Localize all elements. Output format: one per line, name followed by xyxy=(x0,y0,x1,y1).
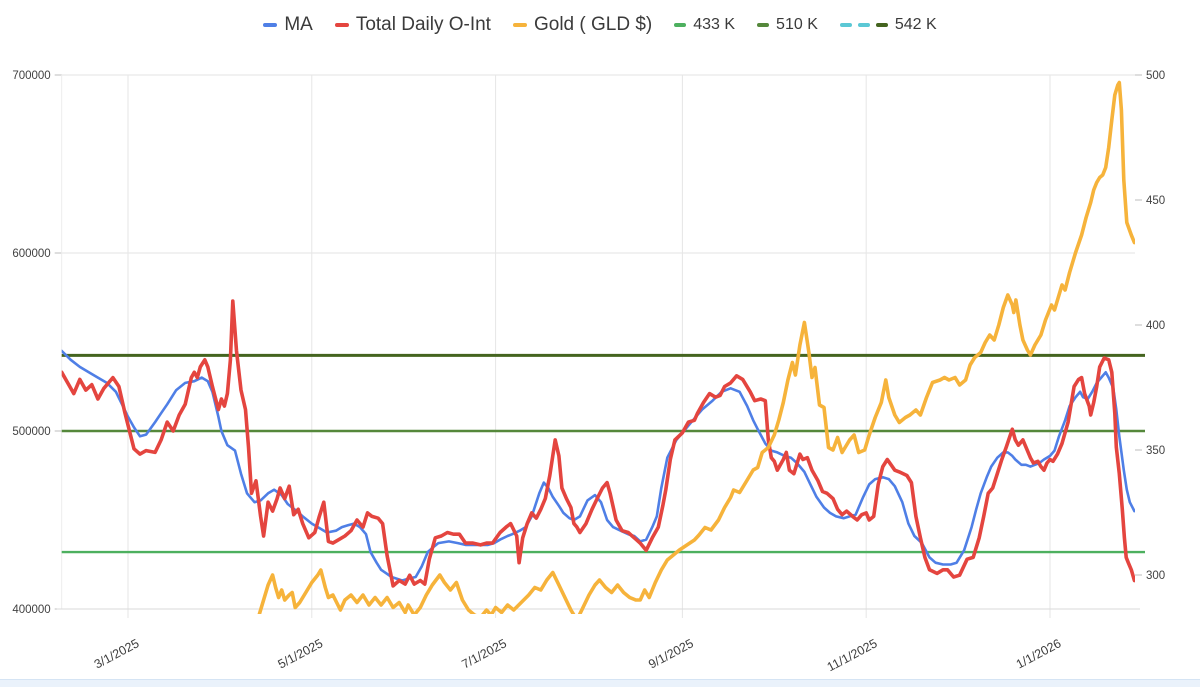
y-right-tick-label: 450 xyxy=(1146,195,1165,207)
y-right-tick-label: 350 xyxy=(1146,445,1165,457)
legend-item-total-daily-o-int[interactable]: Total Daily O-Int xyxy=(334,14,491,36)
legend-item-ma[interactable]: MA xyxy=(263,14,313,36)
legend-label: 542 K xyxy=(894,16,937,33)
legend-label: 510 K xyxy=(776,16,818,33)
legend-dash-icon xyxy=(857,23,870,27)
legend-dash-icon xyxy=(839,23,852,27)
y-right-tick-label: 300 xyxy=(1146,570,1165,582)
chart-legend: MA Total Daily O-Int Gold ( GLD $) 433 K 510… xyxy=(0,14,1200,36)
y-left-tick-label: 400000 xyxy=(12,604,50,616)
legend-dash-icon xyxy=(674,23,687,27)
y-left-tick-label: 700000 xyxy=(12,70,50,82)
legend-dash-icon xyxy=(757,23,770,27)
legend-item-gold-gld[interactable]: Gold ( GLD $) xyxy=(512,14,653,36)
series-line-ma[interactable] xyxy=(61,349,1136,582)
legend-item-433-k[interactable]: 433 K xyxy=(674,16,735,34)
y-left-tick-label: 600000 xyxy=(12,248,50,260)
legend-label: 433 K xyxy=(693,16,736,33)
series-line-total-daily-o-int[interactable] xyxy=(61,299,1136,588)
y-right-tick-label: 400 xyxy=(1146,320,1165,332)
series-line-gold-gld[interactable] xyxy=(257,80,1136,621)
legend-dash-icon xyxy=(263,23,278,27)
legend-label: Gold ( GLD $) xyxy=(533,14,653,35)
x-tick-label: 11/1/2025 xyxy=(825,636,880,674)
legend-dash-icon xyxy=(875,23,888,27)
x-tick-label: 3/1/2025 xyxy=(92,636,142,671)
legend-dash-icon xyxy=(334,23,349,27)
x-tick-label: 1/1/2026 xyxy=(1014,636,1064,671)
footer-strip xyxy=(0,679,1200,687)
y-right-tick-label: 500 xyxy=(1146,70,1165,82)
x-tick-label: 5/1/2025 xyxy=(276,636,326,671)
legend-label: MA xyxy=(284,14,313,35)
legend-item-542-k[interactable]: 542 K xyxy=(839,16,937,34)
legend-multi-dash-icon xyxy=(839,23,888,27)
y-left-tick-label: 500000 xyxy=(12,426,50,438)
legend-dash-icon xyxy=(512,23,527,27)
x-tick-label: 9/1/2025 xyxy=(646,636,696,671)
legend-label: Total Daily O-Int xyxy=(355,14,491,35)
x-tick-label: 7/1/2025 xyxy=(459,636,509,671)
legend-item-510-k[interactable]: 510 K xyxy=(757,16,818,34)
